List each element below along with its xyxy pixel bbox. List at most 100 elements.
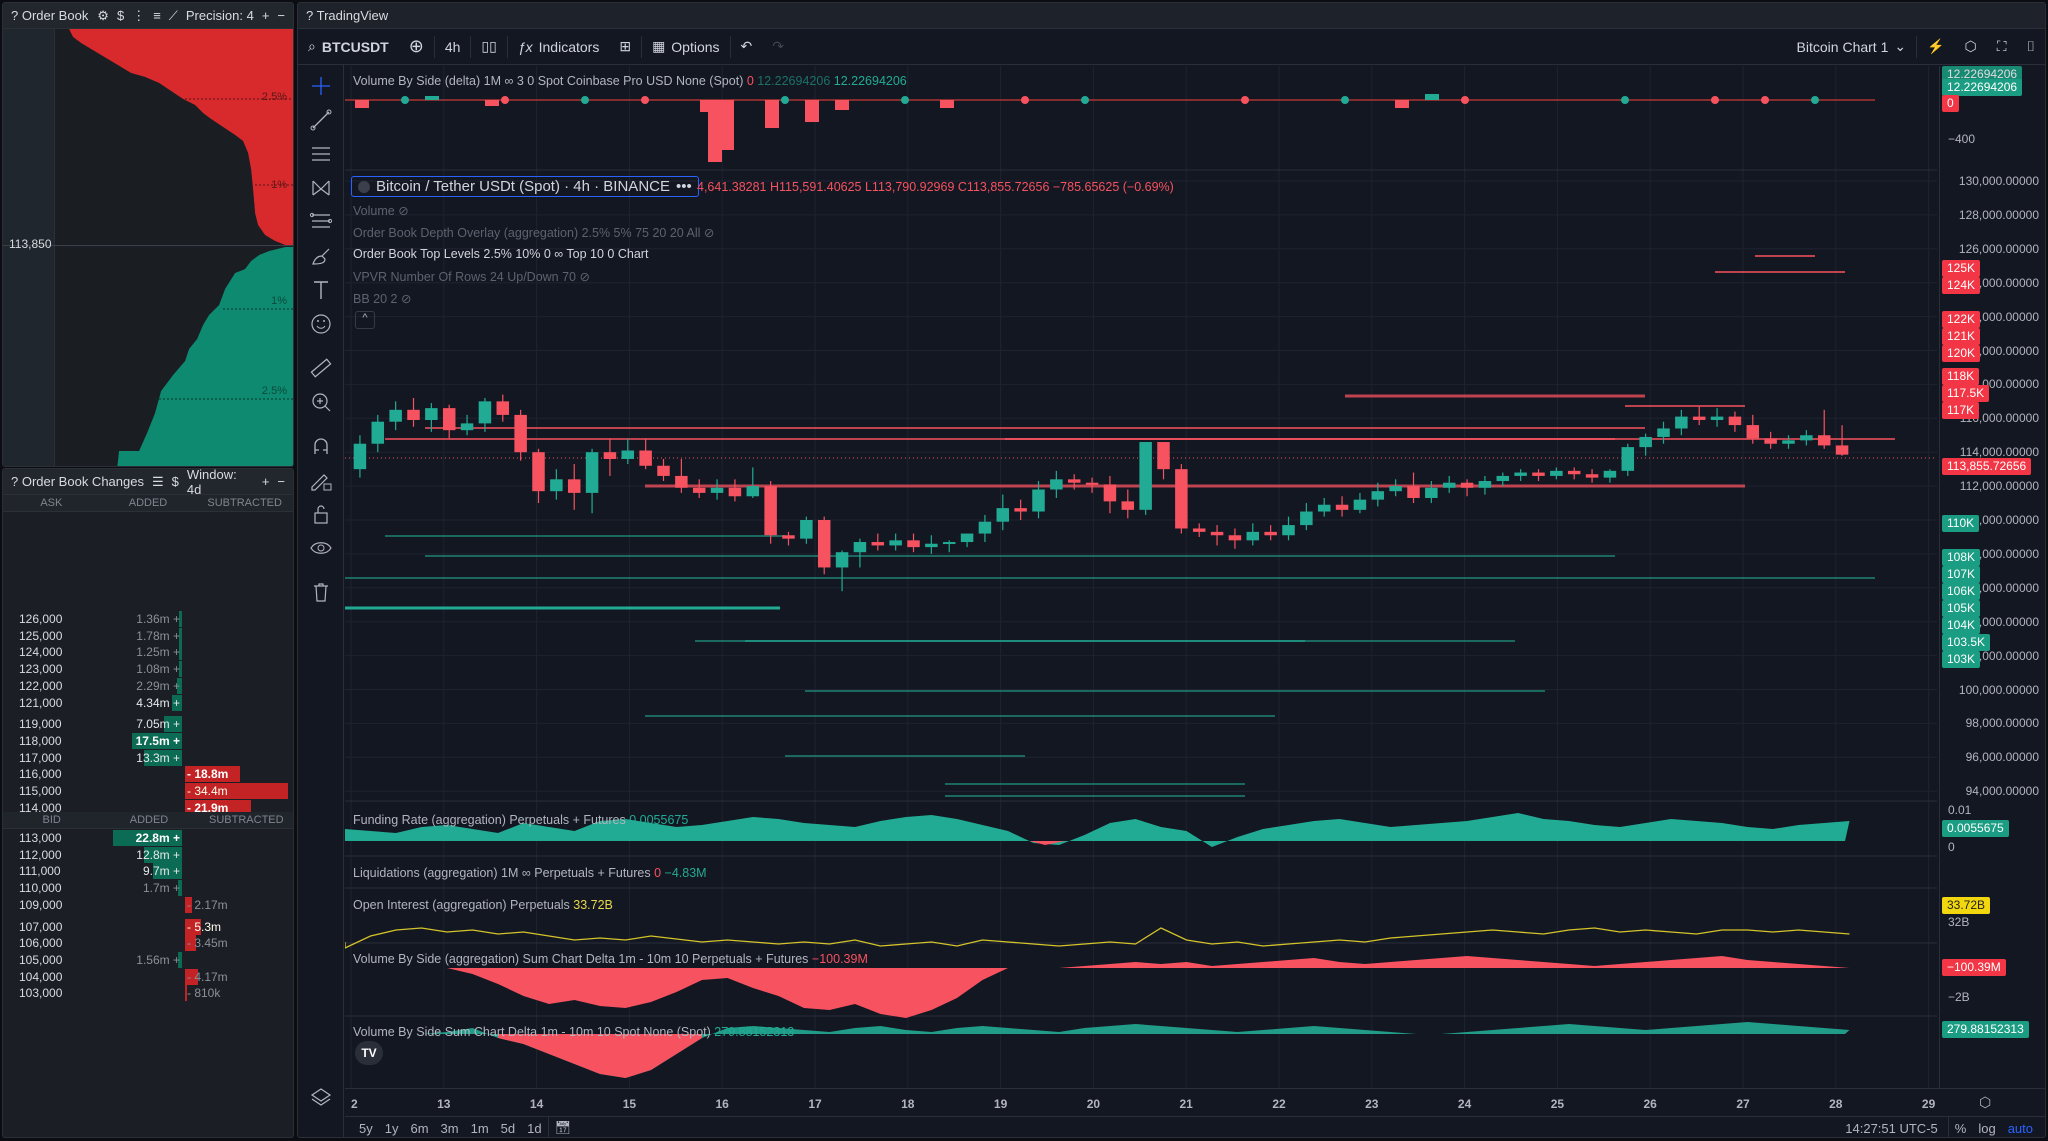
pattern-icon[interactable] [308, 175, 334, 201]
quick-search-button[interactable]: ⚡ [1917, 29, 1954, 65]
indicators-button[interactable]: ƒx Indicators [508, 29, 610, 65]
precision-label: Precision: 4 [186, 8, 254, 23]
more-vertical-icon[interactable]: ⋮ [132, 8, 145, 24]
time-axis[interactable]: ⬡ 2 13 14 15 16 17 18 19 20 21 22 23 24 25 26 27 28 29 [345, 1088, 2046, 1116]
range-5d[interactable]: 5d [495, 1121, 521, 1136]
crosshair-icon[interactable] [308, 73, 334, 99]
trend-icon[interactable]: ⟋ [169, 8, 178, 24]
vbs-value-tag: 12.22694206 [1942, 79, 2022, 96]
goto-date-icon[interactable]: 📅︎ [549, 1120, 578, 1136]
volume-legend[interactable]: Volume ⊘ [353, 203, 409, 218]
funding-legend[interactable]: Funding Rate (aggregation) Perpetuals + … [353, 813, 688, 827]
symbol-search-button[interactable]: ⌕ BTCUSDT [298, 29, 399, 65]
gear-icon[interactable]: ⚙ [97, 8, 109, 24]
collapse-legend-button[interactable]: ^ [355, 311, 375, 329]
log-toggle[interactable]: log [1972, 1121, 2001, 1136]
vbs-delta-legend[interactable]: Volume By Side (delta) 1M ∞ 3 0 Spot Coi… [353, 74, 907, 88]
bid-pct-label: 2.5% [262, 385, 287, 397]
redo-icon: ↷ [772, 38, 784, 55]
dollar-icon[interactable]: $ [172, 474, 179, 489]
oi-legend[interactable]: Open Interest (aggregation) Perpetuals 3… [353, 898, 613, 912]
time-tick: 16 [716, 1097, 729, 1111]
bar-align-icon[interactable]: ☰ [152, 474, 164, 490]
unlock-icon[interactable] [308, 501, 334, 527]
auto-toggle[interactable]: auto [2002, 1121, 2039, 1136]
time-tick: 13 [437, 1097, 450, 1111]
options-button[interactable]: ▦ Options [642, 29, 729, 65]
table-row: 109,000- 2.17m [3, 897, 294, 913]
interval-button[interactable]: 4h [435, 29, 471, 65]
minus-icon[interactable]: − [277, 8, 285, 23]
trend-line-icon[interactable] [308, 107, 334, 133]
ask-level-tag: 118K [1942, 368, 1979, 385]
lock-drawing-icon[interactable] [308, 467, 334, 493]
vbs-spot-tag: 279.88152313 [1942, 1021, 2029, 1038]
range-1d[interactable]: 1d [521, 1121, 547, 1136]
templates-button[interactable]: ⊞ [609, 29, 641, 65]
dollar-icon[interactable]: $ [117, 8, 124, 23]
brush-icon[interactable] [308, 243, 334, 269]
eye-hidden-icon[interactable]: ⊘ [401, 292, 411, 306]
price-scale[interactable]: 12.22694206 12.22694206 0 −400 130,000.0… [1939, 66, 2046, 1088]
range-1y[interactable]: 1y [379, 1121, 405, 1136]
vbs-spot-legend[interactable]: Volume By Side Sum Chart Delta 1m - 10m … [353, 1025, 794, 1039]
emoji-icon[interactable] [308, 311, 334, 337]
parallel-lines-icon[interactable] [308, 141, 334, 167]
tradingview-logo-icon[interactable]: TV [355, 1041, 383, 1065]
scale-settings-icon[interactable]: ⬡ [1979, 1094, 1991, 1111]
last-price-tag: 113,855.72656 [1942, 458, 2031, 475]
layers-icon[interactable] [308, 1085, 334, 1111]
ob-top-levels-legend[interactable]: Order Book Top Levels 2.5% 10% 0 ∞ Top 1… [353, 247, 648, 261]
undo-button[interactable]: ↶ [731, 29, 763, 65]
clock[interactable]: 14:27:51 UTC-5 [1835, 1121, 1948, 1136]
legend-value: 0 [654, 866, 661, 880]
ob-depth-legend[interactable]: Order Book Depth Overlay (aggregation) 2… [353, 225, 714, 240]
chart-type-button[interactable]: ▯▯ [471, 29, 506, 65]
fib-icon[interactable] [308, 209, 334, 235]
plus-icon[interactable]: + [262, 474, 270, 489]
more-icon[interactable]: ••• [676, 178, 692, 195]
ask-header: ASK [3, 497, 100, 509]
trash-icon[interactable] [308, 579, 334, 605]
percent-toggle[interactable]: % [1949, 1121, 1973, 1136]
eye-hidden-icon[interactable]: ⊘ [704, 226, 714, 240]
range-6m[interactable]: 6m [404, 1121, 434, 1136]
settings-button[interactable]: ⬡ [1955, 29, 1987, 65]
range-3m[interactable]: 3m [435, 1121, 465, 1136]
main-series-legend[interactable]: Bitcoin / Tether USDt (Spot) · 4h · BINA… [351, 176, 699, 197]
vpvr-legend[interactable]: VPVR Number Of Rows 24 Up/Down 70 ⊘ [353, 269, 590, 284]
range-1m[interactable]: 1m [465, 1121, 495, 1136]
added-cell: 1.36m + [136, 612, 182, 626]
legend-label: Volume [353, 204, 395, 218]
layout-select[interactable]: Bitcoin Chart 1 ⌄ [1787, 29, 1917, 65]
redo-button[interactable]: ↷ [762, 29, 794, 65]
legend-value: 0.0055675 [629, 813, 688, 827]
eye-icon[interactable] [308, 535, 334, 561]
time-tick: 23 [1365, 1097, 1378, 1111]
price-cell: 111,000 [19, 864, 61, 878]
ruler-icon[interactable] [308, 355, 334, 381]
oi-tag: 33.72B [1942, 897, 1990, 914]
zoom-in-icon[interactable] [308, 389, 334, 415]
text-icon[interactable] [308, 277, 334, 303]
compare-button[interactable]: ⊕ [399, 29, 434, 65]
minus-icon[interactable]: − [277, 474, 285, 489]
magnet-icon[interactable] [308, 433, 334, 459]
plus-icon[interactable]: + [262, 8, 270, 23]
price-cell: 112,000 [19, 848, 62, 862]
snapshot-button[interactable]: ⌷ [2017, 29, 2045, 65]
chart-area[interactable]: Volume By Side (delta) 1M ∞ 3 0 Spot Coi… [345, 66, 1937, 1088]
vbs-agg-legend[interactable]: Volume By Side (aggregation) Sum Chart D… [353, 952, 868, 966]
liquidations-legend[interactable]: Liquidations (aggregation) 1M ∞ Perpetua… [353, 866, 707, 880]
fullscreen-button[interactable]: ⛶ [1987, 29, 2017, 65]
bb-legend[interactable]: BB 20 2 ⊘ [353, 291, 411, 306]
eye-hidden-icon[interactable]: ⊘ [580, 270, 590, 284]
bottom-toolbar: 5y 1y 6m 3m 1m 5d 1d 📅︎ 14:27:51 UTC-5 %… [345, 1116, 2046, 1138]
sort-icon[interactable]: ≡ [153, 8, 161, 23]
range-5y[interactable]: 5y [353, 1121, 379, 1136]
price-tick: 100,000.00000 [1959, 683, 2039, 697]
tradingview-title: ? TradingView [306, 8, 2037, 23]
added-cell: 7.05m + [136, 717, 182, 731]
bid-level-tag: 108K [1942, 549, 1980, 566]
eye-hidden-icon[interactable]: ⊘ [398, 204, 408, 218]
